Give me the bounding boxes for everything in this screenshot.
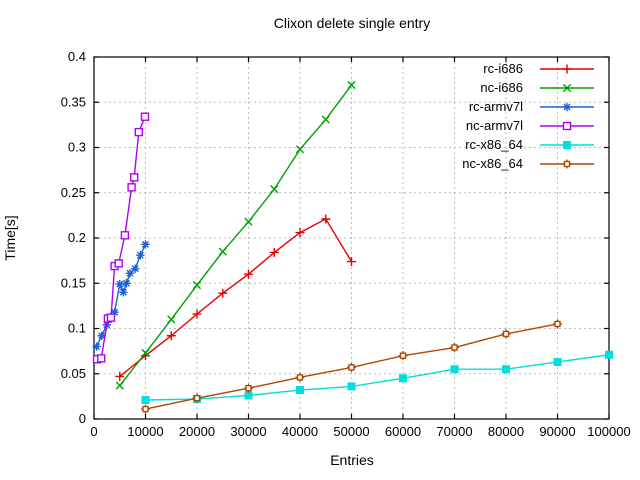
x-tick-label: 100000 xyxy=(587,424,630,439)
x-tick-label: 80000 xyxy=(488,424,524,439)
legend-label-rc-armv7l: rc-armv7l xyxy=(469,99,523,114)
series-rc-armv7l xyxy=(92,240,150,351)
axis-ticks xyxy=(93,56,610,420)
x-tick-label: 40000 xyxy=(282,424,318,439)
y-tick-label: 0.15 xyxy=(61,275,86,290)
y-tick-label: 0.1 xyxy=(68,321,86,336)
y-tick-label: 0.4 xyxy=(68,49,86,64)
series-rc-x86_64 xyxy=(141,350,613,404)
y-tick-label: 0 xyxy=(79,411,86,426)
x-tick-label: 10000 xyxy=(127,424,163,439)
y-tick-label: 0.05 xyxy=(61,366,86,381)
legend: rc-i686 nc-i686 rc-armv7l nc-armv7l rc-x86_6… xyxy=(462,61,594,171)
x-tick-labels: 0 10000 20000 30000 40000 50000 60000 70000 8000… xyxy=(90,424,630,439)
y-tick-label: 0.25 xyxy=(61,185,86,200)
legend-label-nc-x86_64: nc-x86_64 xyxy=(462,156,523,171)
series-nc-x86_64 xyxy=(141,319,562,414)
legend-label-nc-armv7l: nc-armv7l xyxy=(466,118,523,133)
x-tick-label: 50000 xyxy=(333,424,369,439)
legend-entry-nc-x86_64: nc-x86_64 xyxy=(462,156,594,171)
y-tick-label: 0.3 xyxy=(68,140,86,155)
legend-entry-nc-armv7l: nc-armv7l xyxy=(466,118,594,133)
legend-label-rc-x86_64: rc-x86_64 xyxy=(465,137,523,152)
series-line-nc-i686 xyxy=(119,84,353,386)
x-tick-label: 20000 xyxy=(179,424,215,439)
series-nc-armv7l xyxy=(92,112,150,364)
legend-entry-nc-i686: nc-i686 xyxy=(480,80,594,95)
legend-entry-rc-i686: rc-i686 xyxy=(483,61,594,76)
chart-title: Clixon delete single entry xyxy=(273,15,431,31)
x-axis-label: Entries xyxy=(330,452,374,468)
series-line-rc-x86_64 xyxy=(145,354,610,401)
legend-entry-rc-armv7l: rc-armv7l xyxy=(469,99,594,114)
series-rc-i686 xyxy=(115,214,356,381)
legend-label-rc-i686: rc-i686 xyxy=(483,61,523,76)
y-tick-label: 0.2 xyxy=(68,230,86,245)
x-tick-label: 60000 xyxy=(385,424,421,439)
x-tick-label: 90000 xyxy=(539,424,575,439)
y-tick-label: 0.35 xyxy=(61,94,86,109)
x-tick-label: 0 xyxy=(90,424,97,439)
series-line-rc-i686 xyxy=(119,218,353,378)
x-tick-label: 30000 xyxy=(230,424,266,439)
legend-label-nc-i686: nc-i686 xyxy=(480,80,523,95)
series-nc-i686 xyxy=(115,80,356,390)
legend-entry-rc-x86_64: rc-x86_64 xyxy=(465,137,594,152)
x-tick-label: 70000 xyxy=(436,424,472,439)
y-tick-labels: 0 0.05 0.1 0.15 0.2 0.25 0.3 0.35 0.4 xyxy=(61,49,86,426)
